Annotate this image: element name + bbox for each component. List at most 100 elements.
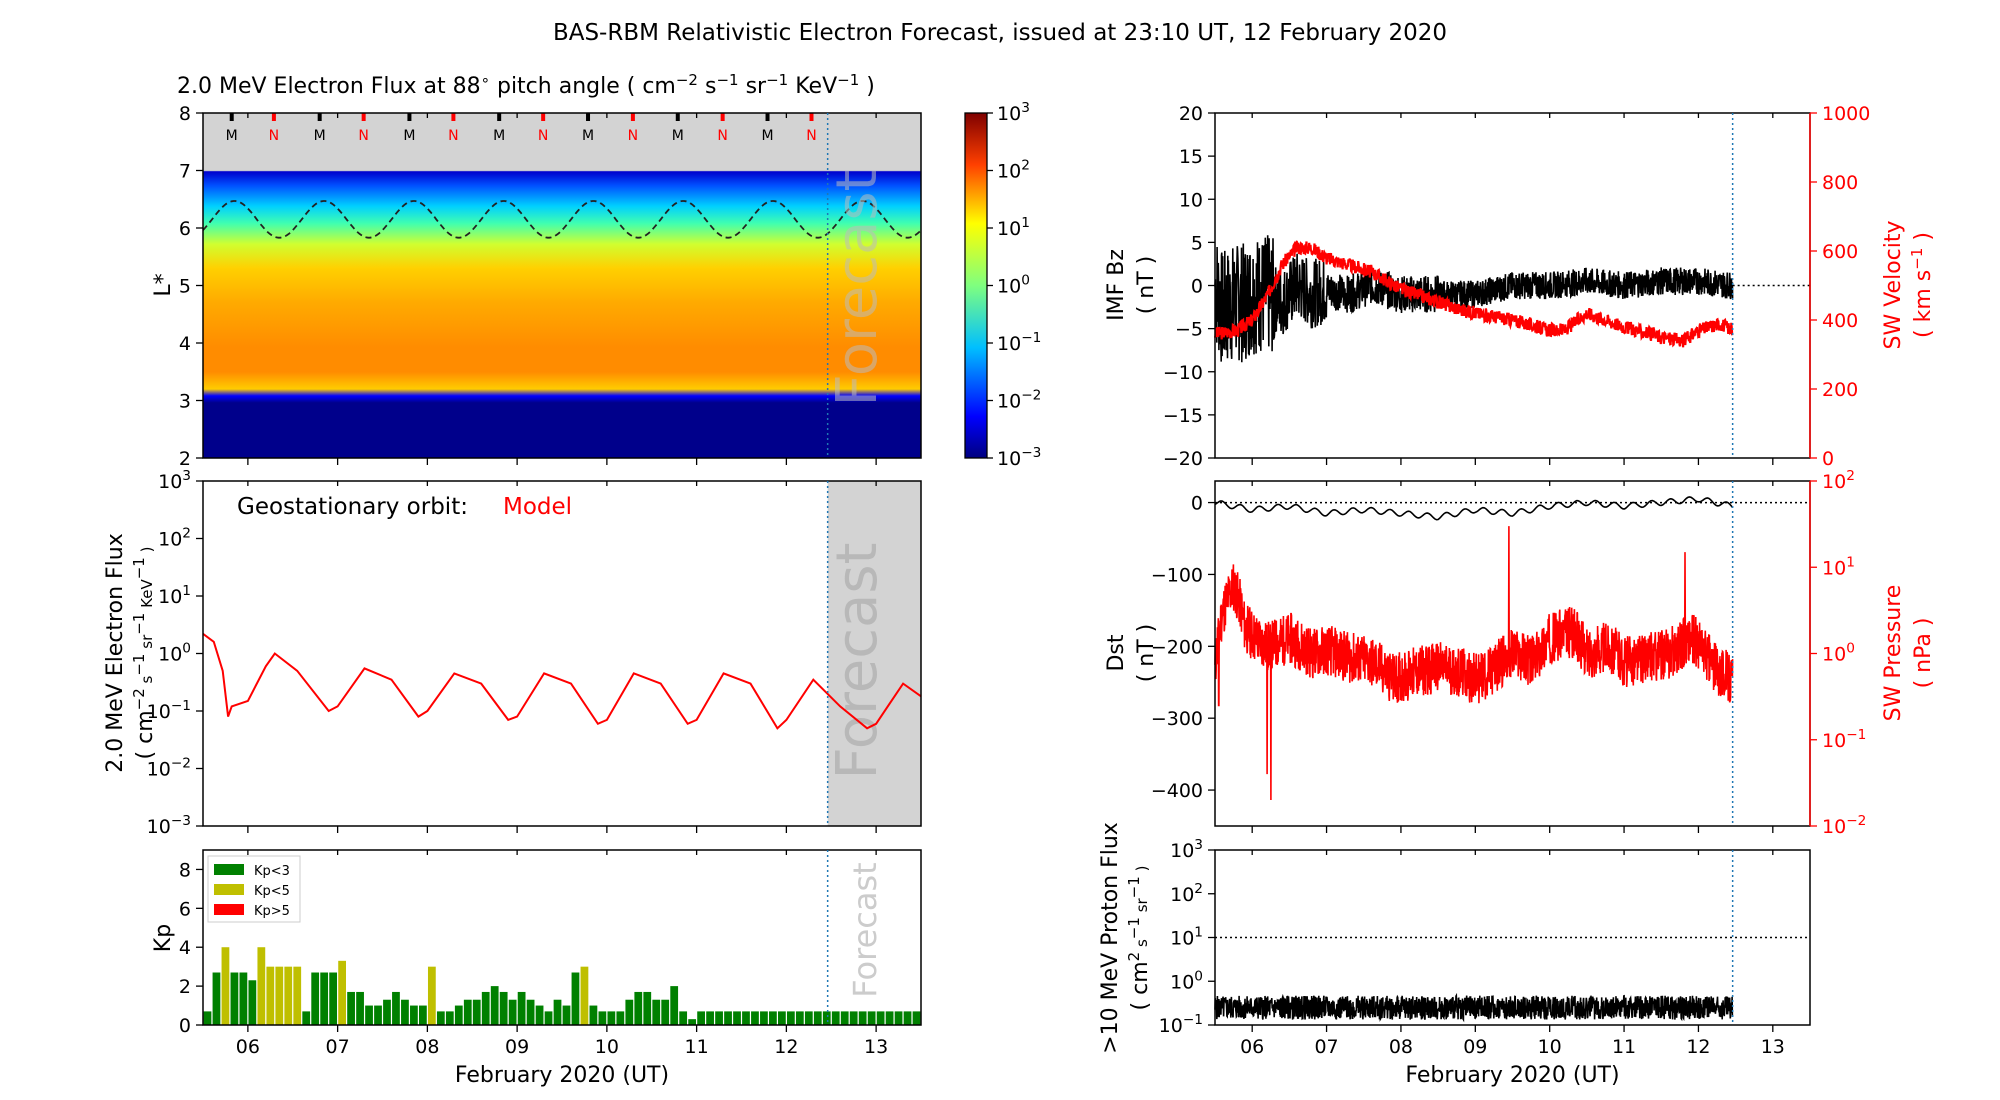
ylabel-group: IMF Bz( nT ) xyxy=(1104,249,1159,321)
kp-bar xyxy=(903,1011,912,1025)
marker-label: M xyxy=(314,128,326,144)
geo-ytick-label: 103 xyxy=(158,468,191,493)
kp-bar xyxy=(634,991,643,1025)
kp-bar xyxy=(625,999,634,1025)
imf-ytick-label: −5 xyxy=(1175,319,1203,341)
map-title: 2.0 MeV Electron Flux at 88∘ pitch angle… xyxy=(177,71,875,99)
kp-bar xyxy=(733,1011,741,1025)
marker-label: M xyxy=(226,128,238,144)
kp-bar xyxy=(338,960,346,1025)
geo-ytick-label: 101 xyxy=(158,583,191,608)
kp-bar xyxy=(436,1011,445,1025)
kp-ytick-label: 8 xyxy=(179,859,191,881)
kp-bar xyxy=(894,1011,903,1025)
imf-bz-line xyxy=(1214,235,1734,363)
flux-heatmap xyxy=(203,113,921,458)
swp-ylabel-line1: SW Pressure xyxy=(1881,585,1906,722)
kp-bar xyxy=(912,1011,921,1025)
imf-ytick-label: 5 xyxy=(1191,232,1203,254)
kp-bar xyxy=(867,1011,876,1025)
kp-bar xyxy=(257,947,266,1025)
swp-ytick-label: 10−1 xyxy=(1822,727,1866,752)
marker-label: N xyxy=(269,128,279,144)
colorbar-tick-label: 101 xyxy=(997,215,1030,240)
marker-label: N xyxy=(538,128,548,144)
kp-xtick-label: 12 xyxy=(774,1036,798,1058)
geo-ytick-label: 10−3 xyxy=(147,813,191,838)
kp-bar xyxy=(293,966,302,1025)
kp-ylabel-group: Kp xyxy=(151,924,176,952)
ylabel-line2: ( cm2 s−1 sr−1 ) xyxy=(1125,866,1153,1011)
kp-bar xyxy=(427,966,436,1025)
marker-label: M xyxy=(672,128,684,144)
swv-ytick-label: 0 xyxy=(1822,448,1834,470)
kp-ytick-label: 0 xyxy=(179,1015,191,1037)
ylabel-line1: 2.0 MeV Electron Flux xyxy=(103,533,128,773)
marker-label: N xyxy=(448,128,458,144)
figure-title: BAS-RBM Relativistic Electron Forecast, … xyxy=(553,20,1447,46)
marker-label: M xyxy=(582,128,594,144)
dst-ytick-label: −400 xyxy=(1151,780,1203,802)
kp-frame xyxy=(202,849,922,1026)
dst-ytick-label: −100 xyxy=(1151,564,1203,586)
kp-bar xyxy=(553,999,562,1025)
kp-bar xyxy=(616,1011,625,1025)
proton-ytick-label: 10−1 xyxy=(1159,1012,1203,1037)
proton-ytick-label: 101 xyxy=(1170,925,1203,950)
proton-ytick-label: 103 xyxy=(1170,837,1203,862)
kp-bar xyxy=(778,1011,786,1025)
kp-bar xyxy=(508,999,517,1025)
swv-ytick-label: 1000 xyxy=(1822,103,1870,125)
imf-ytick-label: 15 xyxy=(1179,146,1203,168)
marker-label: N xyxy=(806,128,816,144)
kp-xtick-label: 07 xyxy=(326,1036,350,1058)
kp-bar xyxy=(652,999,661,1025)
kp-bar xyxy=(463,999,472,1025)
ylabel-line1: IMF Bz xyxy=(1104,249,1129,321)
colorbar-tick-label: 100 xyxy=(997,273,1030,298)
kp-legend-label: Kp<5 xyxy=(254,884,290,899)
kp-bar xyxy=(804,1011,813,1025)
map-ylabel-group: L* xyxy=(151,273,176,296)
kp-bar xyxy=(302,1011,311,1025)
swv-ytick-label: 800 xyxy=(1822,172,1858,194)
ylabel-line1: Dst xyxy=(1104,634,1129,671)
kp-bar xyxy=(356,991,364,1025)
ylabel-line2: ( cm−2 s−1 sr−1 KeV−1 ) xyxy=(130,547,158,760)
kp-bar xyxy=(697,1011,705,1025)
kp-bar xyxy=(311,972,320,1025)
kp-legend-label: Kp>5 xyxy=(254,904,290,919)
proton-xlabel: February 2020 (UT) xyxy=(1405,1063,1619,1088)
kp-bar xyxy=(266,966,275,1025)
proton-xtick-label: 08 xyxy=(1389,1036,1413,1058)
imf-ytick-label: 20 xyxy=(1179,103,1203,125)
sw-velocity-line xyxy=(1213,240,1734,348)
kp-bar xyxy=(822,1011,831,1025)
proton-xtick-label: 11 xyxy=(1612,1036,1636,1058)
kp-xlabel: February 2020 (UT) xyxy=(455,1063,669,1088)
lstar-dashed-line xyxy=(202,200,922,239)
kp-xtick-label: 11 xyxy=(685,1036,709,1058)
kp-bar xyxy=(517,991,526,1025)
kp-bar xyxy=(831,1011,840,1025)
swp-ylabel-group: SW Pressure( nPa ) xyxy=(1881,585,1936,722)
marker-label: M xyxy=(493,128,505,144)
proton-ytick-label: 102 xyxy=(1170,881,1203,906)
colorbar-tick-label: 102 xyxy=(997,158,1030,183)
dst-line xyxy=(1214,496,1734,521)
proton-ytick-label: 100 xyxy=(1170,968,1203,993)
kp-bar xyxy=(212,972,221,1025)
kp-xtick-label: 08 xyxy=(415,1036,439,1058)
geo-ytick-label: 10−1 xyxy=(147,698,191,723)
map-ylabel: L* xyxy=(151,273,176,296)
kp-bar xyxy=(643,991,652,1025)
kp-bar xyxy=(221,947,230,1025)
swv-ytick-label: 200 xyxy=(1822,379,1858,401)
swv-ytick-label: 400 xyxy=(1822,310,1858,332)
kp-bar xyxy=(526,999,535,1025)
kp-bar xyxy=(571,972,580,1025)
geo-ytick-label: 10−2 xyxy=(147,756,191,781)
kp-bar xyxy=(607,1011,616,1025)
kp-bar xyxy=(275,966,284,1025)
